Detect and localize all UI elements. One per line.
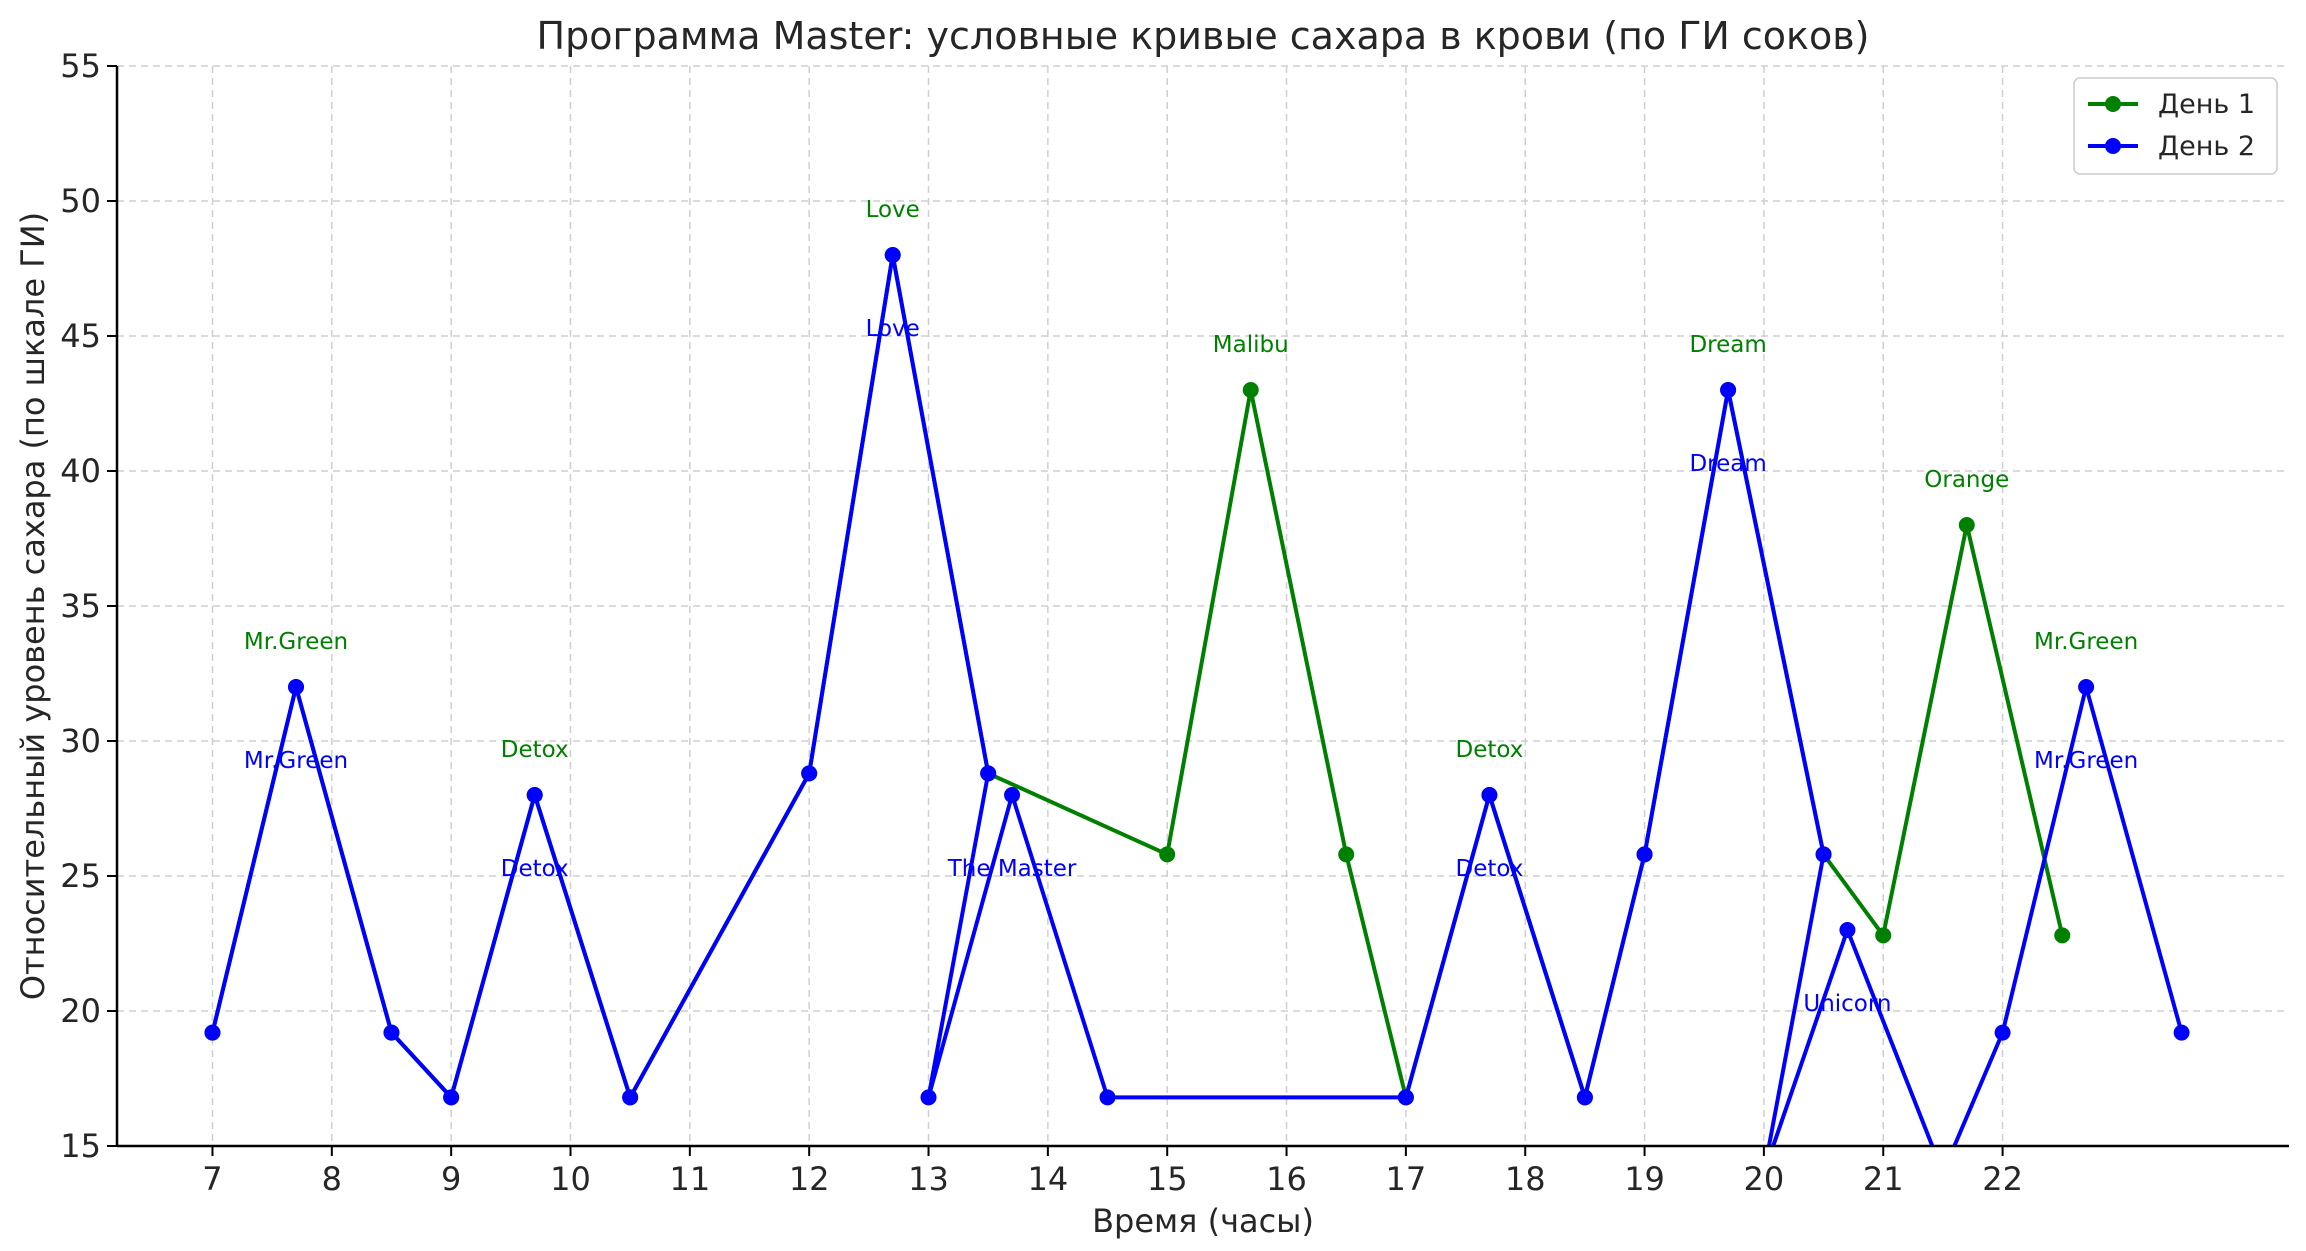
- x-tick-label: 22: [1982, 1160, 2023, 1198]
- annotation-label: The Master: [947, 856, 1077, 882]
- legend-entry-label[interactable]: День 1: [2158, 89, 2255, 120]
- y-tick-label: 45: [60, 317, 101, 355]
- data-point: [1159, 846, 1176, 863]
- data-point: [443, 1089, 460, 1106]
- data-point: [1338, 846, 1355, 863]
- x-tick-label: 14: [1027, 1160, 1068, 1198]
- data-point: [1994, 1024, 2011, 1041]
- data-point: [288, 679, 305, 695]
- annotation-label: Mr.Green: [2034, 629, 2138, 655]
- data-point: [204, 1024, 221, 1041]
- annotation-label: Dream: [1689, 332, 1766, 358]
- annotation-label: Unicorn: [1803, 991, 1891, 1017]
- y-tick-label: 50: [60, 182, 101, 220]
- data-point: [1839, 922, 1856, 938]
- x-tick-label: 20: [1744, 1160, 1785, 1198]
- data-point: [2173, 1024, 2190, 1041]
- data-point: [1004, 787, 1021, 803]
- legend[interactable]: День 1 День 2: [2073, 77, 2278, 175]
- data-point: [920, 1089, 937, 1106]
- x-tick-label: 11: [669, 1160, 710, 1198]
- legend-swatch-marker: [2105, 96, 2121, 112]
- y-tick-label: 30: [60, 722, 101, 760]
- annotations: Mr.Green Detox Love Malibu Detox Dream Orange M…: [244, 197, 2138, 1017]
- data-point: [801, 765, 818, 782]
- data-point: [980, 765, 997, 782]
- annotation-label: Mr.Green: [2034, 748, 2138, 774]
- chart-title: Программа Master: условные кривые сахара…: [537, 14, 1870, 58]
- y-tick-label: 15: [60, 1127, 101, 1165]
- data-point: [2078, 679, 2095, 695]
- y-tick-label: 20: [60, 992, 101, 1030]
- annotation-label: Detox: [1455, 856, 1523, 882]
- annotation-label: Mr.Green: [244, 629, 348, 655]
- axes: 7 8 9 10 11 12 13 14 15 16 17 18 19 20 21 22 15 20 25 30 35 4…: [60, 47, 2289, 1198]
- x-tick-label: 15: [1147, 1160, 1188, 1198]
- annotation-label: Love: [866, 316, 920, 342]
- data-point: [526, 787, 543, 803]
- x-tick-label: 19: [1624, 1160, 1665, 1198]
- data-point: [1720, 382, 1737, 398]
- annotation-label: Love: [866, 197, 920, 223]
- x-tick-label: 18: [1505, 1160, 1546, 1198]
- x-tick-label: 17: [1386, 1160, 1427, 1198]
- data-point: [1397, 1089, 1414, 1106]
- data-point: [1815, 846, 1832, 863]
- y-tick-label: 35: [60, 587, 101, 625]
- x-tick-label: 21: [1863, 1160, 1904, 1198]
- x-tick-label: 16: [1266, 1160, 1307, 1198]
- data-point: [1875, 927, 1892, 944]
- annotation-label: Detox: [501, 856, 569, 882]
- x-tick-label: 9: [441, 1160, 461, 1198]
- annotation-label: Detox: [501, 737, 569, 763]
- x-tick-label: 12: [789, 1160, 830, 1198]
- annotation-label: Malibu: [1213, 332, 1289, 358]
- data-point: [1576, 1089, 1593, 1106]
- data-point: [622, 1089, 639, 1106]
- y-tick-label: 55: [60, 47, 101, 85]
- data-point: [1958, 517, 1975, 533]
- series-line-2: [210, 253, 2184, 1146]
- y-axis-label: Относительный уровень сахара (по шкале Г…: [14, 212, 52, 1000]
- data-point: [1242, 382, 1259, 398]
- legend-entry-label[interactable]: День 2: [2158, 131, 2255, 162]
- data-point: [884, 247, 901, 263]
- plot-area: [204, 247, 2190, 1146]
- data-point: [1636, 846, 1653, 863]
- annotation-label: Mr.Green: [244, 748, 348, 774]
- x-tick-label: 10: [550, 1160, 591, 1198]
- legend-swatch-marker: [2105, 138, 2121, 154]
- data-point: [383, 1024, 400, 1041]
- annotation-label: Detox: [1455, 737, 1523, 763]
- data-point: [1099, 1089, 1116, 1106]
- data-point: [1481, 787, 1498, 803]
- y-tick-label: 40: [60, 452, 101, 490]
- data-point: [2054, 927, 2071, 944]
- annotation-label: Dream: [1689, 451, 1766, 477]
- annotation-label: Orange: [1924, 467, 2009, 493]
- x-tick-label: 7: [202, 1160, 222, 1198]
- x-tick-label: 13: [908, 1160, 949, 1198]
- y-tick-label: 25: [60, 857, 101, 895]
- x-axis-label: Время (часы): [1092, 1202, 1314, 1240]
- x-tick-label: 8: [322, 1160, 342, 1198]
